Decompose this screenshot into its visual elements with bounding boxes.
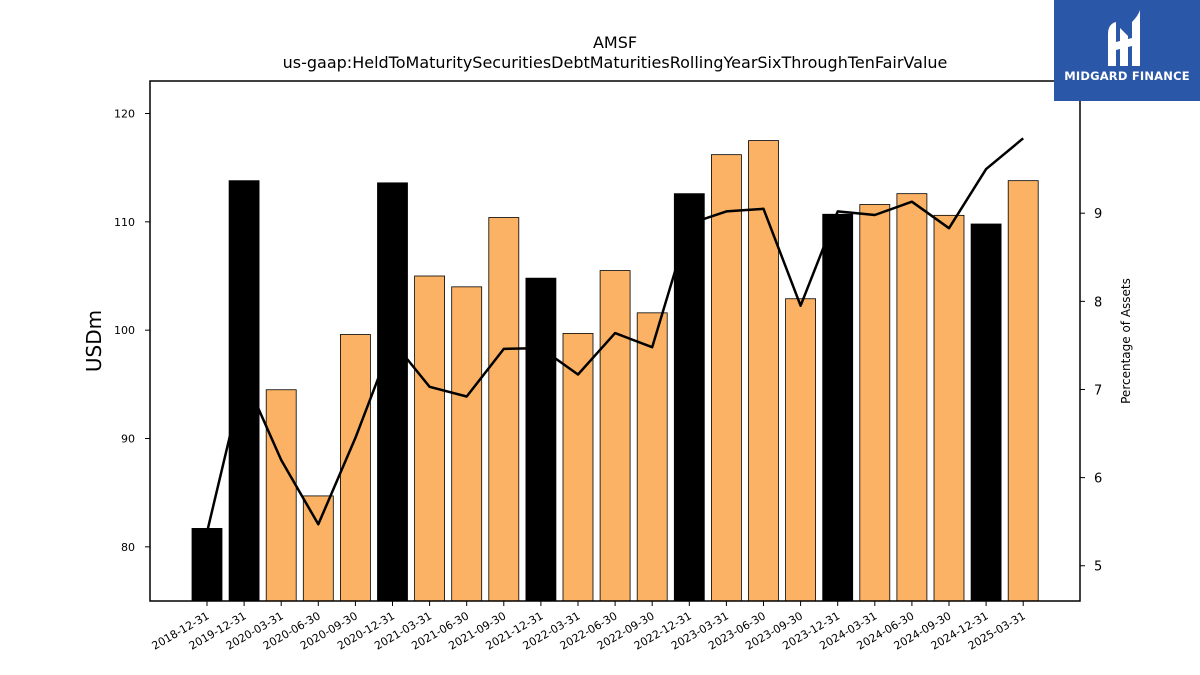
line-series xyxy=(205,137,1024,533)
bar-2025-03-31 xyxy=(1007,180,1039,602)
bar-2020-12-31 xyxy=(377,182,408,602)
bar-2022-03-31 xyxy=(562,333,594,602)
y-tick-label: 90 xyxy=(121,433,135,446)
bar-2022-06-30 xyxy=(599,270,631,602)
bar-2018-12-31 xyxy=(191,528,223,602)
y-axis-label: USDm xyxy=(82,310,106,372)
bar-2024-12-31 xyxy=(970,223,1002,602)
logo-mark-icon xyxy=(1108,10,1140,66)
bar-2021-03-31 xyxy=(414,275,446,602)
bar-2024-03-31 xyxy=(859,204,891,602)
y-tick-label: 80 xyxy=(121,541,135,554)
bar-series xyxy=(191,140,1039,602)
bar-2023-03-31 xyxy=(711,154,742,602)
bar-2020-06-30 xyxy=(302,495,334,602)
bar-2024-09-30 xyxy=(933,214,965,602)
chart-subtitle: us-gaap:HeldToMaturitySecuritiesDebtMatu… xyxy=(283,53,948,72)
y-tick-label: 120 xyxy=(114,108,135,121)
chart-title: AMSF xyxy=(593,33,637,52)
bar-2022-09-30 xyxy=(636,312,668,602)
bar-2021-06-30 xyxy=(451,286,483,602)
bar-2021-09-30 xyxy=(488,217,520,602)
bar-2023-12-31 xyxy=(822,213,854,602)
y2-tick-label: 6 xyxy=(1094,472,1102,487)
y-tick-label: 110 xyxy=(114,216,135,229)
x-axis-ticks: 2018-12-312019-12-312020-03-312020-06-30… xyxy=(150,601,1028,653)
bar-2020-09-30 xyxy=(339,334,371,602)
brand-logo: MIDGARD FINANCE xyxy=(1054,0,1200,101)
y2-axis-ticks: 5 6 7 8 9 xyxy=(1080,207,1102,575)
y-tick-label: 100 xyxy=(114,324,135,337)
brand-name: MIDGARD FINANCE xyxy=(1064,69,1190,83)
bar-2023-09-30 xyxy=(785,298,816,602)
y2-axis-label: Percentage of Assets xyxy=(1119,278,1133,404)
bar-2019-12-31 xyxy=(228,180,260,602)
bar-2020-03-31 xyxy=(265,389,297,602)
bar-2024-06-30 xyxy=(896,193,928,602)
bar-2022-12-31 xyxy=(673,193,705,602)
y2-tick-label: 8 xyxy=(1094,295,1102,310)
y-axis-ticks: 80 90 100 110 120 xyxy=(114,108,150,554)
y2-tick-label: 5 xyxy=(1094,560,1102,575)
y2-tick-label: 9 xyxy=(1094,207,1102,222)
bar-2023-06-30 xyxy=(748,140,779,602)
bar-2021-12-31 xyxy=(525,277,557,602)
assets-percentage-line xyxy=(205,137,1024,533)
y2-tick-label: 7 xyxy=(1094,383,1102,398)
